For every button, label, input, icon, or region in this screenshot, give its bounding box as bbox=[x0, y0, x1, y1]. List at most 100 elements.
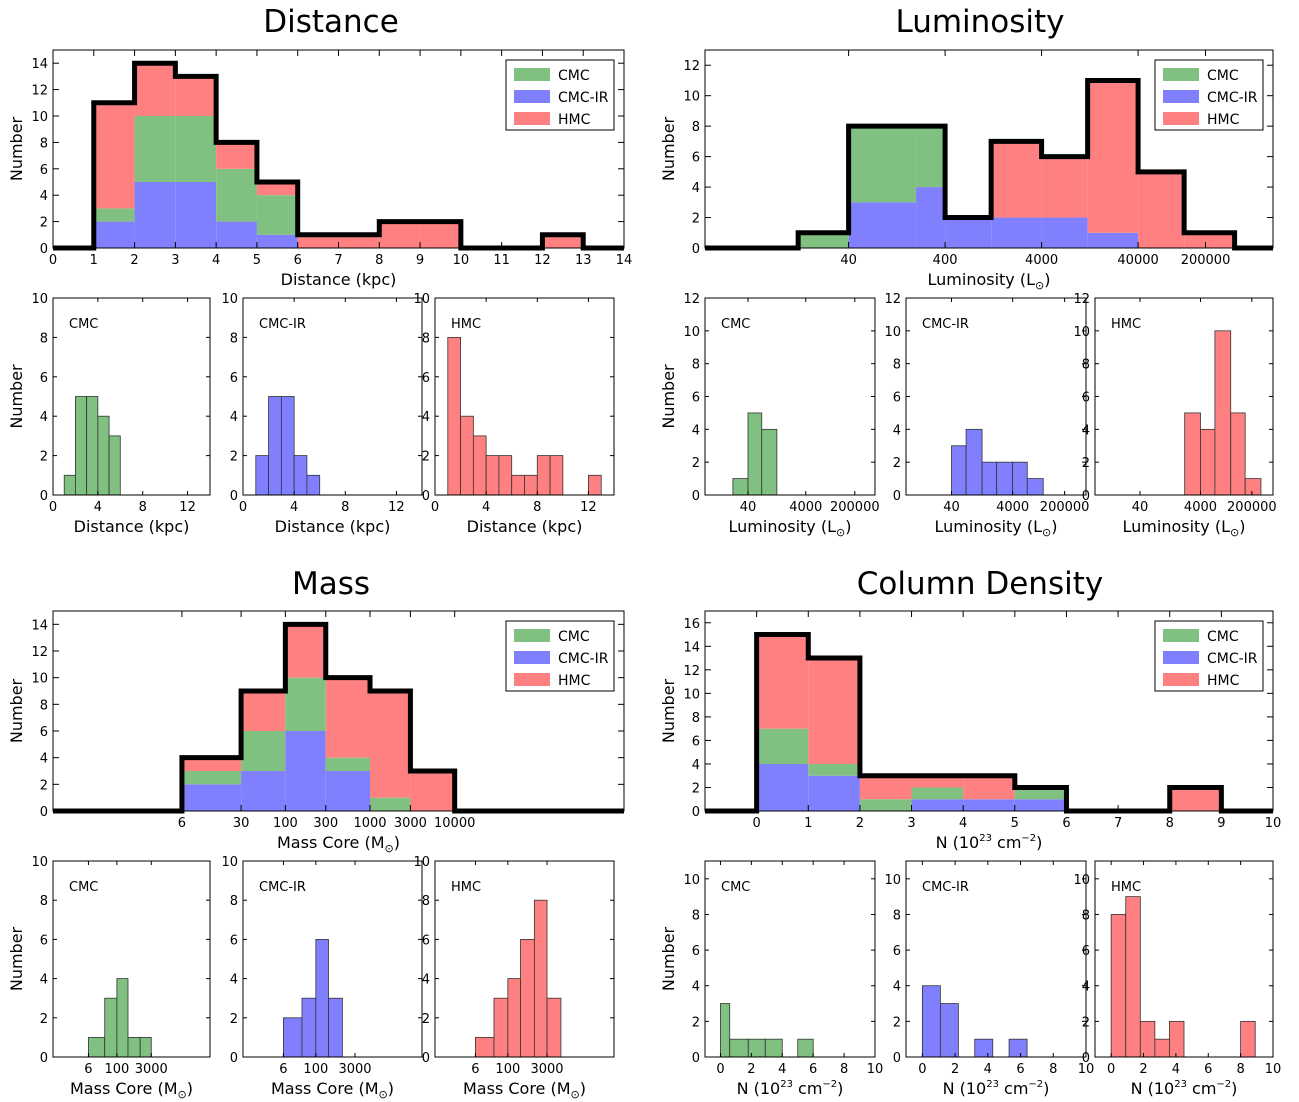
y-tick-label: 8 bbox=[893, 908, 901, 923]
x-tick-label: 4 bbox=[1172, 1062, 1180, 1077]
xlabel-text: Distance (kpc) bbox=[281, 270, 397, 289]
legend-label: CMC-IR bbox=[1207, 651, 1258, 667]
sub-ylabel: Number bbox=[7, 364, 26, 429]
y-tick-label: 6 bbox=[1082, 391, 1090, 406]
y-tick-label: 4 bbox=[893, 980, 901, 995]
y-tick-label: 6 bbox=[1082, 944, 1090, 959]
bar-cmc-ir bbox=[808, 775, 860, 811]
x-tick-label: 10 bbox=[453, 253, 470, 268]
y-tick-label: 6 bbox=[692, 734, 700, 749]
sub-histogram-cmc: 0 2 4 6 8 10 0 2 4 6 8 10 CMC N (1023 cm−2) Number bbox=[659, 860, 883, 1098]
legend-swatch-cmc-ir bbox=[1163, 651, 1199, 664]
sub-frame bbox=[1094, 860, 1274, 1058]
legend-swatch-cmc-ir bbox=[514, 651, 550, 664]
bar-hmc bbox=[1041, 156, 1088, 218]
x-tick-label: 9 bbox=[416, 253, 424, 268]
bar-cmc-ir bbox=[241, 771, 286, 811]
legend: CMC CMC-IR HMC bbox=[505, 59, 615, 131]
main-histogram: 0 1 2 3 4 5 6 7 8 9 10 11 12 13 1402468101214Distance … bbox=[7, 49, 632, 289]
sub-xlabel: Mass Core (M⊙) bbox=[70, 1079, 193, 1101]
sub-histogram-hmc: 0 4 8 12 0 2 4 6 8 10 HMC Distance (kpc) bbox=[413, 292, 615, 536]
bar-hmc bbox=[533, 899, 548, 1058]
y-tick-label: 4 bbox=[422, 973, 430, 988]
panel-title: Luminosity bbox=[895, 4, 1064, 40]
x-tick-label: 0 bbox=[716, 1062, 724, 1077]
y-tick-label: 8 bbox=[422, 894, 430, 909]
y-tick-label: 0 bbox=[422, 1051, 430, 1066]
y-tick-label: 8 bbox=[893, 358, 901, 373]
main-xlabel: Mass Core (M⊙) bbox=[277, 833, 400, 855]
sub-label: HMC bbox=[1111, 317, 1141, 332]
y-tick-label: 10 bbox=[683, 687, 700, 702]
main-ylabel: Number bbox=[7, 678, 26, 743]
x-tick-label: 10 bbox=[1265, 1062, 1282, 1077]
y-tick-label: 4 bbox=[230, 410, 238, 425]
bar-cmc bbox=[116, 978, 129, 1058]
bar-cmc-ir bbox=[1012, 461, 1028, 496]
x-tick-label: 4 bbox=[984, 1062, 992, 1077]
legend-label: CMC bbox=[558, 68, 590, 84]
xlabel-superscript: 23 bbox=[986, 1079, 999, 1090]
legend: CMC CMC-IR HMC bbox=[1154, 620, 1264, 692]
bar-hmc bbox=[507, 978, 521, 1058]
y-tick-label: 6 bbox=[422, 933, 430, 948]
legend: CMC CMC-IR HMC bbox=[1154, 59, 1264, 131]
y-tick-label: 6 bbox=[893, 391, 901, 406]
x-tick-label: 2 bbox=[856, 816, 864, 831]
x-tick-label: 5 bbox=[1011, 816, 1019, 831]
bar-hmc bbox=[493, 997, 509, 1058]
x-tick-label: 4 bbox=[482, 500, 490, 515]
main-ylabel: Number bbox=[659, 116, 678, 181]
x-tick-label: 10 bbox=[1078, 1062, 1095, 1077]
sub-xlabel: Distance (kpc) bbox=[74, 517, 190, 536]
bar-cmc bbox=[729, 1038, 749, 1058]
y-tick-label: 4 bbox=[1082, 980, 1090, 995]
total-outline bbox=[705, 77, 1273, 251]
main-ylabel: Number bbox=[659, 678, 678, 743]
bar-cmc bbox=[798, 232, 849, 248]
y-tick-label: 8 bbox=[422, 331, 430, 346]
bar-cmc-ir bbox=[981, 461, 998, 496]
bar-cmc bbox=[761, 428, 778, 496]
bar-hmc bbox=[1169, 787, 1222, 811]
y-tick-label: 0 bbox=[893, 489, 901, 504]
sub-histogram-hmc: 40 4000 200000 0 2 4 6 8 10 12 HMC Luminosity (L⊙) bbox=[1073, 292, 1276, 539]
xlabel-end: ) bbox=[1231, 1079, 1237, 1098]
xlabel-end: ) bbox=[845, 517, 851, 536]
y-tick-label: 0 bbox=[40, 805, 48, 820]
y-tick-label: 2 bbox=[1082, 456, 1090, 471]
y-tick-label: 0 bbox=[692, 805, 700, 820]
bar-hmc bbox=[1200, 428, 1216, 496]
x-tick-label: 8 bbox=[1166, 816, 1174, 831]
xlabel-subscript: ⊙ bbox=[1035, 279, 1044, 292]
x-tick-label: 0 bbox=[1107, 1062, 1115, 1077]
y-tick-label: 10 bbox=[31, 855, 48, 870]
bar-cmc bbox=[747, 1038, 766, 1058]
x-tick-label: 100 bbox=[303, 1062, 328, 1077]
y-tick-label: 4 bbox=[692, 181, 700, 196]
bar-hmc bbox=[1184, 412, 1201, 496]
y-tick-label: 12 bbox=[31, 645, 48, 660]
bar-cmc bbox=[911, 787, 964, 800]
x-tick-label: 7 bbox=[1114, 816, 1122, 831]
bar-cmc-ir bbox=[974, 1038, 994, 1058]
bar-cmc bbox=[720, 1003, 731, 1058]
y-tick-label: 6 bbox=[40, 933, 48, 948]
x-tick-label: 8 bbox=[375, 253, 383, 268]
bar-cmc bbox=[88, 1037, 106, 1058]
bar-cmc-ir bbox=[328, 997, 343, 1058]
x-tick-label: 9 bbox=[1217, 816, 1225, 831]
y-tick-label: 2 bbox=[692, 456, 700, 471]
y-tick-label: 14 bbox=[31, 618, 48, 633]
main-frame bbox=[704, 49, 1274, 249]
legend-swatch-cmc bbox=[514, 629, 550, 642]
bar-cmc-ir bbox=[916, 187, 946, 248]
bar-cmc-ir bbox=[293, 455, 308, 496]
legend-label: HMC bbox=[1207, 673, 1240, 689]
bar-cmc bbox=[175, 116, 217, 182]
x-tick-label: 40000 bbox=[1117, 253, 1158, 268]
